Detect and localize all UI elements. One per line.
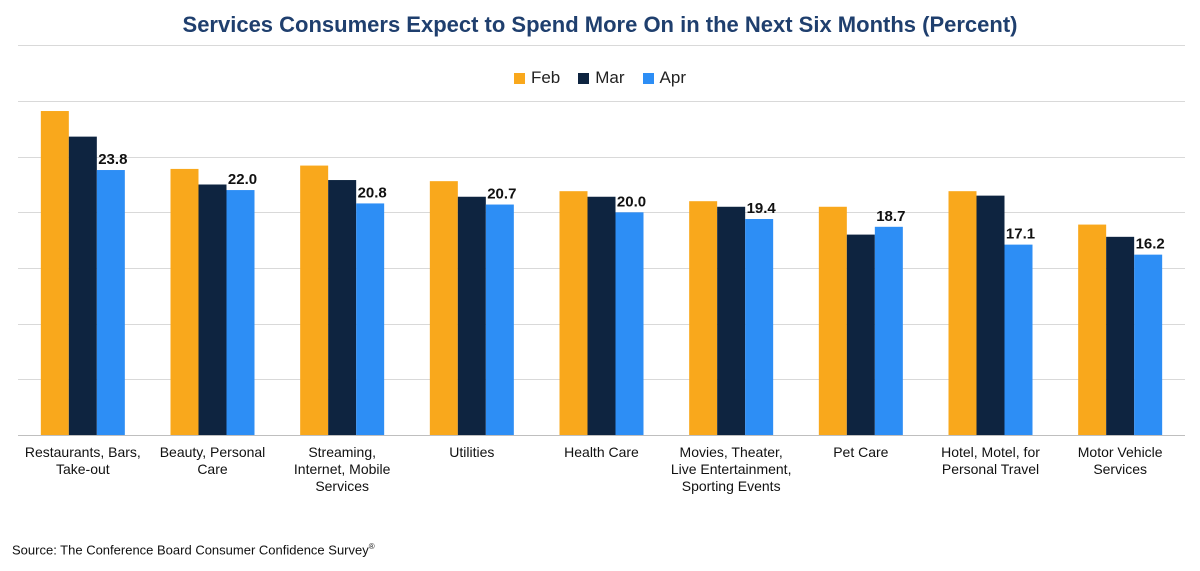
category-label-line: Live Entertainment, xyxy=(671,461,792,477)
category-label-line: Pet Care xyxy=(833,444,888,460)
category-label-line: Internet, Mobile xyxy=(294,461,391,477)
category-label-line: Streaming, xyxy=(308,444,376,460)
bar-feb-3 xyxy=(429,181,458,435)
data-label: 18.7 xyxy=(876,208,905,225)
data-label: 20.8 xyxy=(358,184,387,201)
bar-mar-7 xyxy=(976,195,1005,435)
data-label: 20.0 xyxy=(617,193,646,210)
chart-legend: Feb Mar Apr xyxy=(0,68,1200,88)
legend-label-feb: Feb xyxy=(530,68,561,87)
chart-title: Services Consumers Expect to Spend More … xyxy=(182,12,1018,37)
bar-feb-6 xyxy=(818,206,847,435)
bar-apr-4 xyxy=(615,212,644,435)
category-label: Beauty, Personal Care xyxy=(160,444,266,477)
bar-apr-7 xyxy=(1004,244,1033,435)
bar-apr-5 xyxy=(745,219,774,435)
bar-feb-1 xyxy=(170,168,199,435)
bar-mar-6 xyxy=(846,234,875,435)
data-label: 16.2 xyxy=(1136,236,1165,253)
category-label: Streaming, Internet, Mobile Services xyxy=(294,444,391,494)
bar-mar-2 xyxy=(328,180,357,435)
data-label: 19.4 xyxy=(747,200,777,217)
bar-apr-3 xyxy=(485,204,514,435)
data-label: 20.7 xyxy=(487,186,516,203)
bar-feb-2 xyxy=(300,165,329,435)
bar-mar-5 xyxy=(717,206,746,435)
category-label-line: Personal Travel xyxy=(942,461,1039,477)
category-label-line: Hotel, Motel, for xyxy=(941,444,1040,460)
category-label: Restaurants, Bars, Take-out xyxy=(25,444,141,477)
category-label-line: Sporting Events xyxy=(682,478,781,494)
category-label: Movies, Theater, Live Entertainment, Sport… xyxy=(671,444,792,494)
category-label-line: Movies, Theater, xyxy=(680,444,783,460)
category-label: Hotel, Motel, for Personal Travel xyxy=(941,444,1040,477)
category-label: Utilities xyxy=(449,444,494,460)
bar-feb-5 xyxy=(689,201,718,435)
legend-item-mar: Mar xyxy=(578,68,625,88)
legend-swatch-feb xyxy=(513,72,525,84)
category-label: Pet Care xyxy=(833,444,888,460)
bar-mar-8 xyxy=(1106,236,1135,435)
data-label: 23.8 xyxy=(98,151,127,168)
bar-mar-1 xyxy=(198,184,227,435)
bar-apr-1 xyxy=(226,190,255,435)
legend-label-mar: Mar xyxy=(595,68,625,87)
bar-chart: 23.8 Restaurants, Bars, Take-out 22.0 Beauty… xyxy=(18,101,1185,494)
bar-mar-4 xyxy=(587,196,616,435)
bar-mar-3 xyxy=(457,196,486,435)
registered-mark: ® xyxy=(368,542,375,551)
category-label-line: Take-out xyxy=(56,461,110,477)
category-label-line: Utilities xyxy=(449,444,494,460)
bar-feb-8 xyxy=(1078,224,1107,435)
bar-feb-4 xyxy=(559,191,588,435)
data-label: 22.0 xyxy=(228,171,257,188)
category-label: Health Care xyxy=(564,444,639,460)
category-label-line: Health Care xyxy=(564,444,639,460)
legend-swatch-mar xyxy=(578,72,590,84)
bar-apr-2 xyxy=(356,203,385,435)
category-label-line: Services xyxy=(315,478,369,494)
bar-mar-0 xyxy=(68,136,97,436)
source-note: Source: The Conference Board Consumer Co… xyxy=(12,542,375,557)
legend-item-apr: Apr xyxy=(642,68,687,88)
title-divider xyxy=(18,45,1185,46)
category-label-line: Restaurants, Bars, xyxy=(25,444,141,460)
data-label: 17.1 xyxy=(1006,226,1035,243)
legend-label-apr: Apr xyxy=(659,68,687,87)
bar-apr-8 xyxy=(1134,254,1163,435)
category-label-line: Services xyxy=(1093,461,1147,477)
category-label-line: Beauty, Personal xyxy=(160,444,266,460)
legend-item-feb: Feb xyxy=(513,68,561,88)
category-label: Motor Vehicle Services xyxy=(1078,444,1163,477)
category-label-line: Care xyxy=(197,461,228,477)
source-text: Source: The Conference Board Consumer Co… xyxy=(12,542,369,558)
bar-feb-0 xyxy=(40,111,69,436)
category-label-line: Motor Vehicle xyxy=(1078,444,1163,460)
bar-apr-6 xyxy=(874,226,903,435)
bar-apr-0 xyxy=(96,170,125,435)
bar-feb-7 xyxy=(948,191,977,435)
legend-swatch-apr xyxy=(642,72,654,84)
